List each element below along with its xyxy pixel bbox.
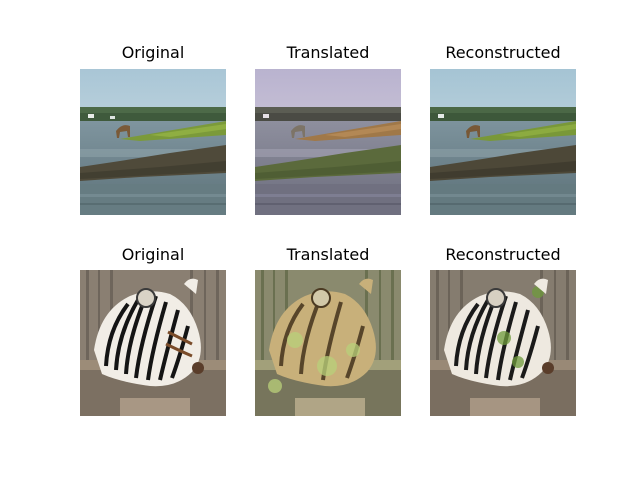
landscape-reconstructed-image [430, 69, 576, 215]
landscape-translated-image [255, 69, 401, 215]
panel-title-original: Original [121, 43, 185, 62]
panel-title-original: Original [121, 245, 185, 264]
zebra-original-image [80, 270, 226, 416]
landscape-original-image [80, 69, 226, 215]
panel-title-translated: Translated [286, 245, 370, 264]
panel-title-translated: Translated [286, 43, 370, 62]
zebra-translated-image [255, 270, 401, 416]
zebra-reconstructed-image [430, 270, 576, 416]
panel-title-reconstructed: Reconstructed [445, 245, 561, 264]
panel-title-reconstructed: Reconstructed [445, 43, 561, 62]
